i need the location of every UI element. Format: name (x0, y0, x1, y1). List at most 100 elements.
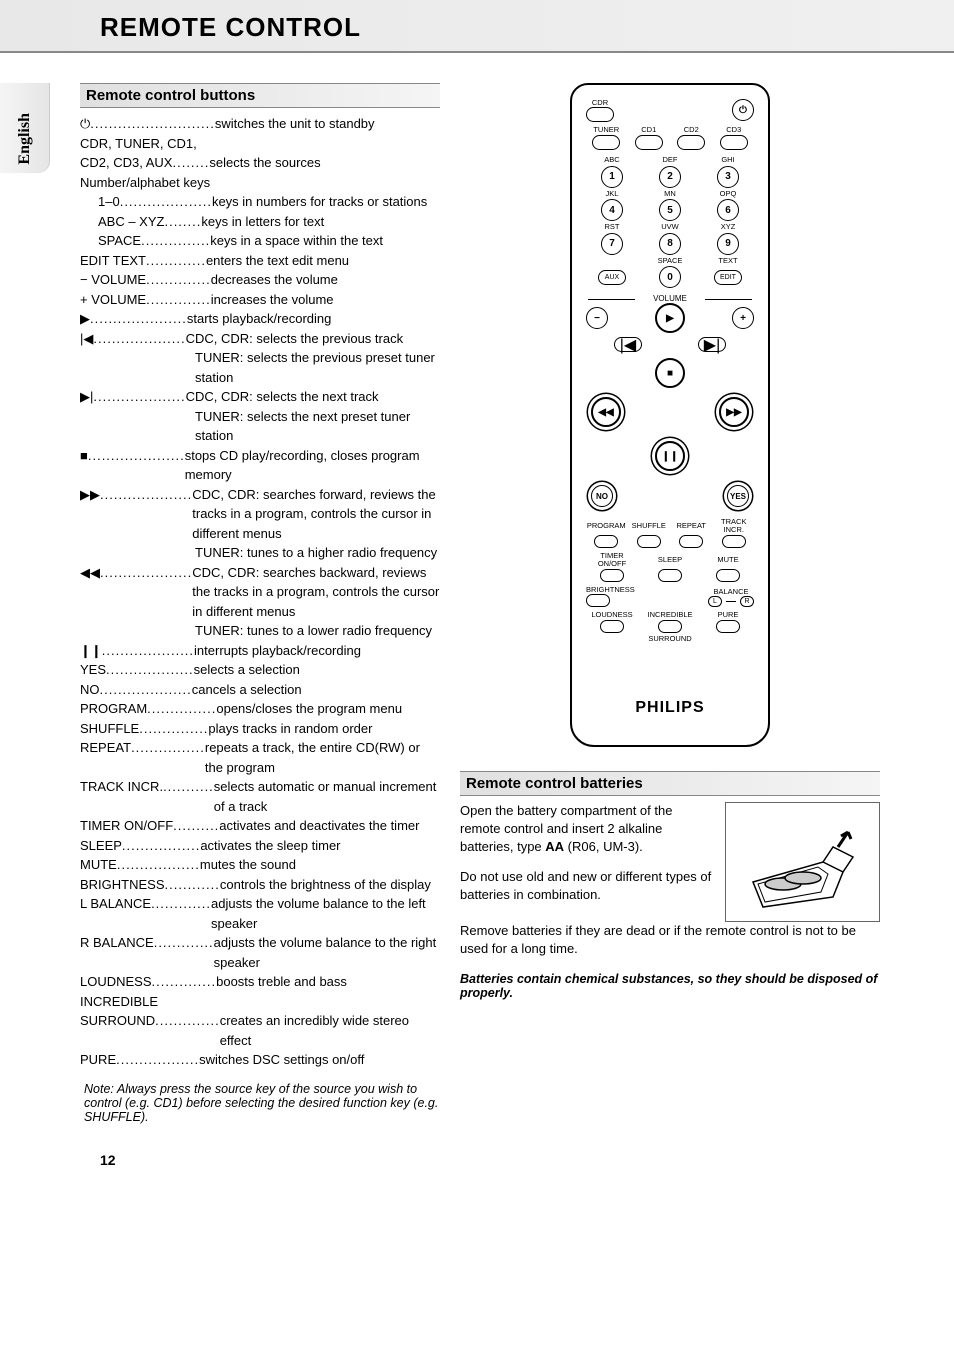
desc-row: PROGRAM ...............opens/closes the … (80, 699, 440, 719)
vol-up-icon: + (732, 307, 754, 329)
desc-key: ▶| (80, 387, 93, 407)
brightness-button-icon (586, 594, 610, 607)
desc-value: cancels a selection (192, 680, 440, 700)
volume-label: VOLUME (586, 294, 754, 303)
desc-key: + VOLUME (80, 290, 146, 310)
desc-value: stops CD play/recording, closes program … (185, 446, 440, 485)
desc-value: interrupts playback/recording (194, 641, 440, 661)
desc-row: TIMER ON/OFF ..........activates and dea… (80, 816, 440, 836)
desc-continuation: TUNER: selects the previous preset tuner… (80, 348, 440, 387)
desc-row: PURE ..................switches DSC sett… (80, 1050, 440, 1070)
desc-key: INCREDIBLE (80, 992, 158, 1012)
page-title: REMOTE CONTROL (100, 12, 954, 43)
desc-row: ■ .....................stops CD play/rec… (80, 446, 440, 485)
desc-row: SHUFFLE ...............plays tracks in r… (80, 719, 440, 739)
left-column: Remote control buttons ⏻ ...............… (80, 83, 440, 1124)
desc-key: − VOLUME (80, 270, 146, 290)
desc-row: SURROUND ..............creates an incred… (80, 1011, 440, 1050)
sources-line2: CD2, CD3, AUX (80, 153, 172, 173)
desc-key: R BALANCE (80, 933, 154, 953)
num-3-button-icon: 3 (717, 166, 739, 188)
cdr-button-icon (586, 107, 614, 122)
batteries-section: Remote control batteries Open the batter… (460, 771, 880, 1000)
desc-value: controls the brightness of the display (220, 875, 440, 895)
right-column: CDR ⏻ TUNER CD1 CD2 CD3 (460, 83, 880, 1124)
desc-key: MUTE (80, 855, 117, 875)
desc-key: |◀ (80, 329, 93, 349)
tuner-button-icon (592, 135, 620, 150)
num-0-button-icon: 0 (659, 266, 681, 288)
desc-key: TRACK INCR. (80, 777, 163, 797)
mute-button-icon (716, 569, 740, 582)
num-7-button-icon: 7 (601, 233, 623, 255)
desc-row: ❙❙ ....................interrupts playba… (80, 641, 440, 661)
num-2-button-icon: 2 (659, 166, 681, 188)
battery-p3: Remove batteries if they are dead or if … (460, 922, 880, 958)
desc-value: switches DSC settings on/off (199, 1050, 440, 1070)
num-5-button-icon: 5 (659, 199, 681, 221)
balance-l-icon: L (708, 596, 722, 607)
desc-row: ▶ .....................starts playback/r… (80, 309, 440, 329)
desc-value: CDC, CDR: searches forward, reviews the … (192, 485, 440, 544)
cd3-button-icon (720, 135, 748, 150)
desc-row: SLEEP .................activates the sle… (80, 836, 440, 856)
desc-value: adjusts the volume balance to the left s… (211, 894, 440, 933)
desc-row: YES ...................selects a selecti… (80, 660, 440, 680)
repeat-button-icon (679, 535, 703, 548)
pause-button-icon: ❙❙ (655, 441, 685, 471)
desc-value: selects automatic or manual increment of… (214, 777, 440, 816)
note-text: Always press the source key of the sourc… (84, 1082, 438, 1124)
desc-key: PROGRAM (80, 699, 147, 719)
desc-continuation: TUNER: tunes to a lower radio frequency (80, 621, 440, 641)
battery-warning: Batteries contain chemical substances, s… (460, 972, 880, 1000)
yes-button-icon: YES (727, 485, 749, 507)
trackincr-button-icon (722, 535, 746, 548)
desc-row: ▶| ....................CDC, CDR: selects… (80, 387, 440, 407)
desc-row: − VOLUME ..............decreases the vol… (80, 270, 440, 290)
sources-line1: CDR, TUNER, CD1, (80, 134, 440, 154)
desc-row: INCREDIBLE (80, 992, 440, 1012)
language-tab: English (0, 83, 50, 173)
desc-value: repeats a track, the entire CD(RW) or th… (205, 738, 440, 777)
desc-row: NO ....................cancels a selecti… (80, 680, 440, 700)
button-descriptions: ⏻ ........................... switches t… (80, 114, 440, 1070)
program-button-icon (594, 535, 618, 548)
incredible-button-icon (658, 620, 682, 633)
sleep-button-icon (658, 569, 682, 582)
desc-key: LOUDNESS (80, 972, 152, 992)
battery-p2: Do not use old and new or different type… (460, 868, 715, 904)
desc-row: + VOLUME ..............increases the vol… (80, 290, 440, 310)
prev-track-icon: |◀ (614, 337, 642, 352)
desc-row: REPEAT ................repeats a track, … (80, 738, 440, 777)
desc-key: TIMER ON/OFF (80, 816, 173, 836)
desc-key: SURROUND (80, 1011, 155, 1031)
desc-row: LOUDNESS ..............boosts treble and… (80, 972, 440, 992)
stop-button-icon: ■ (655, 358, 685, 388)
desc-value: plays tracks in random order (208, 719, 440, 739)
desc-key: ❙❙ (80, 641, 102, 661)
rewind-button-icon: ◀◀ (591, 397, 621, 427)
desc-continuation: TUNER: tunes to a higher radio frequency (80, 543, 440, 563)
num-4-button-icon: 4 (601, 199, 623, 221)
desc-key: ▶ (80, 309, 90, 329)
desc-continuation: TUNER: selects the next preset tuner sta… (80, 407, 440, 446)
numalpha-heading: Number/alphabet keys (80, 173, 440, 193)
power-icon: ⏻ (80, 114, 90, 134)
section-heading-batteries: Remote control batteries (460, 771, 880, 796)
next-track-icon: ▶| (698, 337, 726, 352)
edit-button-icon: EDIT (714, 270, 742, 285)
desc-row: R BALANCE .............adjusts the volum… (80, 933, 440, 972)
desc-key: SHUFFLE (80, 719, 139, 739)
desc-key: YES (80, 660, 106, 680)
cd1-button-icon (635, 135, 663, 150)
num-6-button-icon: 6 (717, 199, 739, 221)
cd2-button-icon (677, 135, 705, 150)
forward-button-icon: ▶▶ (719, 397, 749, 427)
desc-row: ◀◀ ....................CDC, CDR: searche… (80, 563, 440, 622)
balance-r-icon: R (740, 596, 754, 607)
loudness-button-icon (600, 620, 624, 633)
desc-value: increases the volume (211, 290, 440, 310)
note-label: Note: (84, 1082, 114, 1096)
desc-value: starts playback/recording (187, 309, 440, 329)
shuffle-button-icon (637, 535, 661, 548)
